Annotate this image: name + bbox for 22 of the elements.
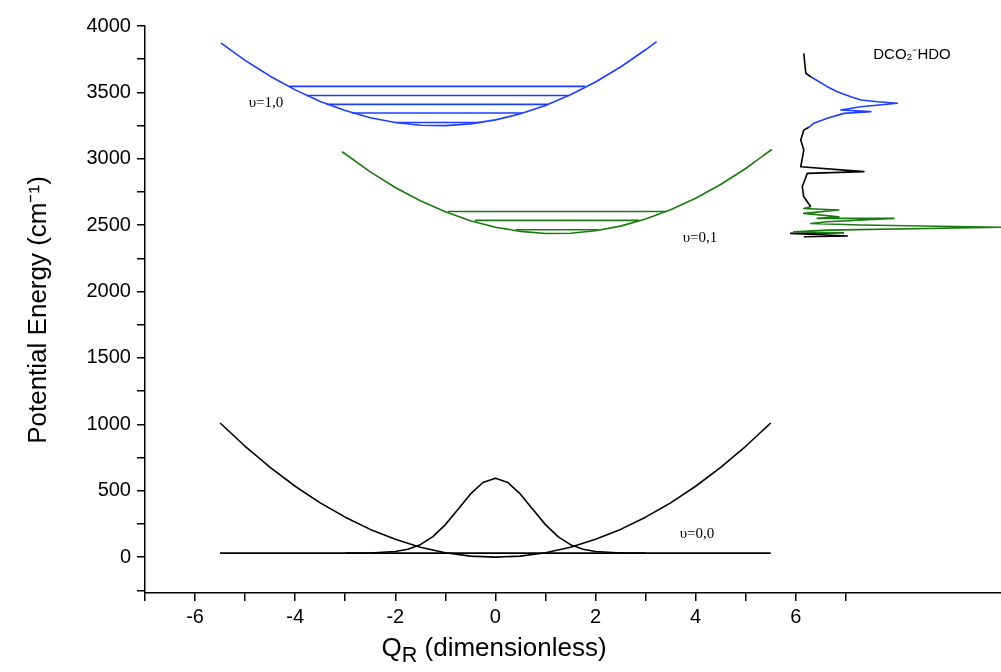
y-tick-label: 3000 [86,146,131,169]
x-tick-label: -4 [286,604,305,627]
annotation: υ=0,0 [679,524,715,541]
x-tick-label: -6 [186,604,204,627]
x-tick-label: 2 [589,604,602,627]
x-tick-label: -2 [386,604,405,627]
x-axis-title: Q$_{R}$ (dimensionless) [381,632,607,669]
x-tick-label: 4 [690,604,702,627]
y-tick-label: 2500 [86,212,131,235]
x-tick-label: 6 [790,604,802,627]
y-tick-label: 500 [97,478,131,501]
y-tick-label: 1000 [86,411,131,434]
annotation: DCO₂⁻HDO [873,45,951,63]
y-tick-label: 4000 [86,13,131,36]
y-tick-label: 0 [119,544,131,567]
y-tick-label: 2000 [86,279,131,302]
y-tick-label: 1500 [86,345,131,368]
annotation: υ=0,1 [682,228,718,245]
annotation: υ=1,0 [248,93,284,110]
x-tick-label: 0 [489,604,501,627]
y-tick-label: 3500 [86,79,131,102]
y-axis-title: Potential Energy (cm⁻¹) [21,176,53,444]
